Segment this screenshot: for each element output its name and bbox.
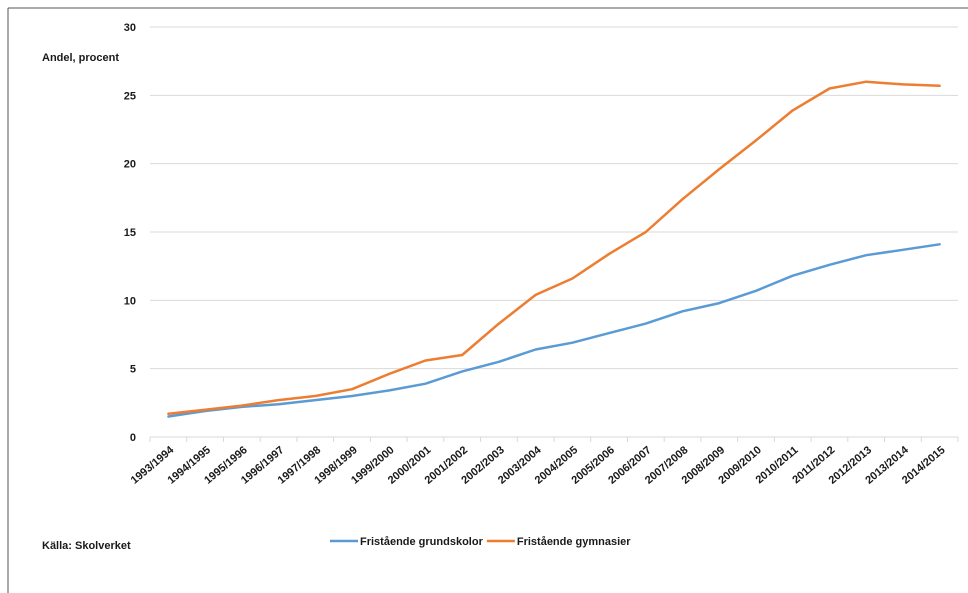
y-tick-label-10: 10 [124,295,136,307]
series-lines [167,80,941,418]
y-axis-label: Andel, procent [42,52,119,64]
y-tick-label-0: 0 [130,432,136,444]
y-tick-label-20: 20 [124,159,136,171]
gridlines [149,26,959,442]
y-tick-label-30: 30 [124,22,136,34]
x-axis-ticks: 1993/19941994/19951995/19961996/19971997… [129,444,948,487]
y-tick-label-15: 15 [124,227,136,239]
legend-label-1: Fristående grundskolor [360,536,484,548]
series-line-1 [167,243,941,418]
y-tick-label-5: 5 [130,364,136,376]
legend: Fristående grundskolor Fristående gymnasi… [330,536,631,548]
source-note: Källa: Skolverket [42,540,131,552]
y-tick-label-25: 25 [124,90,136,102]
y-axis-ticks: 0 5 10 15 20 25 30 [124,22,136,444]
series-line-2 [167,80,941,416]
legend-label-2: Fristående gymnasier [517,536,631,548]
